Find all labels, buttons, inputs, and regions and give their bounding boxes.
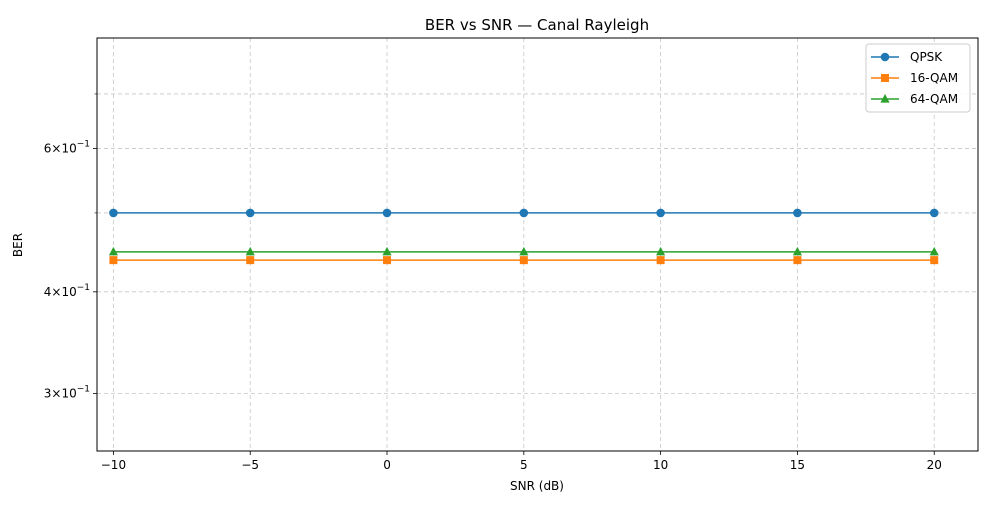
chart-title: BER vs SNR — Canal Rayleigh — [425, 16, 649, 34]
data-point — [792, 246, 803, 256]
x-tick-label: 15 — [790, 458, 805, 472]
series-layer — [108, 208, 939, 265]
y-tick-label: 4×10−1 — [44, 283, 90, 299]
data-point — [109, 256, 118, 265]
legend-label: QPSK — [910, 50, 943, 64]
legend-item: QPSK — [871, 50, 943, 64]
legend: QPSK 16-QAM 64-QAM — [865, 43, 971, 113]
x-tick-label: −10 — [101, 458, 126, 472]
y-tick-label-exponent: −1 — [77, 385, 90, 395]
y-tick-label-exponent: −1 — [77, 283, 90, 293]
data-point — [245, 246, 255, 256]
x-tick-label: 5 — [520, 458, 528, 472]
legend-swatch-marker — [880, 52, 890, 62]
y-axis-label: BER — [11, 233, 25, 257]
data-point — [656, 256, 665, 265]
y-tick-label-mantissa: 6 — [44, 141, 52, 155]
ticks-layer: −10 −5 0 5 10 15 203×10−14×10−16×10−1 — [44, 93, 942, 472]
y-tick-label-base: ×10 — [51, 387, 76, 401]
series-qpsk — [109, 208, 939, 218]
data-point — [929, 246, 939, 256]
data-point — [519, 256, 528, 265]
y-tick-label-mantissa: 3 — [44, 387, 52, 401]
data-point — [382, 246, 392, 256]
legend-box — [865, 43, 971, 113]
data-point — [383, 256, 392, 265]
data-point — [245, 208, 255, 218]
legend-label: 64-QAM — [910, 92, 958, 106]
data-point — [793, 208, 802, 218]
data-point — [656, 246, 666, 256]
legend-label: 16-QAM — [910, 71, 958, 85]
series-64-qam — [108, 246, 939, 256]
data-point — [519, 246, 529, 256]
legend-swatch-marker — [881, 74, 889, 82]
legend-item: 16-QAM — [871, 71, 958, 85]
y-tick-label: 6×10−1 — [44, 139, 90, 155]
data-point — [793, 256, 802, 265]
y-tick-label-mantissa: 4 — [44, 285, 52, 299]
data-point — [246, 256, 255, 265]
data-point — [519, 208, 529, 218]
y-tick-label: 3×10−1 — [44, 385, 90, 401]
legend-swatch-marker — [880, 94, 890, 103]
data-point — [109, 208, 118, 218]
data-point — [929, 208, 939, 218]
grid — [97, 38, 978, 451]
data-point — [108, 246, 119, 256]
data-point — [930, 256, 939, 265]
plot-frame — [96, 37, 979, 452]
x-axis-label: SNR (dB) — [510, 479, 564, 493]
y-tick-label-exponent: −1 — [77, 139, 90, 149]
x-tick-label: 0 — [383, 458, 391, 472]
legend-item: 64-QAM — [871, 92, 958, 106]
data-point — [382, 208, 392, 218]
x-tick-label: 20 — [927, 458, 942, 472]
y-tick-label-base: ×10 — [51, 141, 76, 155]
y-tick-label-base: ×10 — [51, 285, 76, 299]
x-tick-label: 10 — [653, 458, 668, 472]
x-tick-label: −5 — [241, 458, 259, 472]
series-16-qam — [109, 256, 939, 265]
data-point — [656, 208, 665, 218]
